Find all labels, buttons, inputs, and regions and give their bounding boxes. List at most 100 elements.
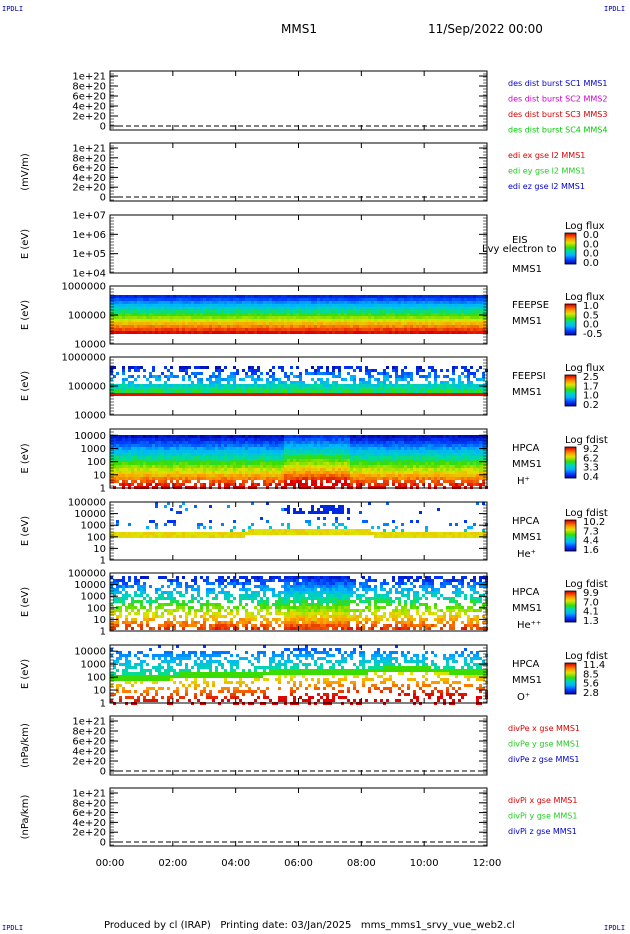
instrument-label-3-2: MMS1 [512,264,542,275]
colorbar-tick-5-2: 1.0 [583,391,599,402]
colorbar-tick-8-1: 7.0 [583,597,599,608]
instrument-label-4-0: FEEPSE [512,300,549,311]
y-tick-label-1-3: 6e+20 [72,92,106,103]
y-tick-label-3-0: 1e+04 [72,269,106,280]
colorbar-tick-7-2: 4.4 [583,536,599,547]
colorbar-frame-4 [564,303,577,336]
instrument-label-7-1: MMS1 [512,532,542,543]
y-tick-label-6-4: 10000 [74,431,106,442]
colorbar-tick-6-3: 0.4 [583,472,599,483]
corner-label-br: IPDLI [604,924,626,932]
colorbar-tick-8-2: 4.1 [583,607,599,618]
legend-entry-1-0: des dist burst SC1 MMS1 [508,79,607,88]
y-tick-label-10-2: 4e+20 [72,747,106,758]
instrument-label-9-2: O⁺ [517,692,530,703]
instrument-label-6-2: H⁺ [517,476,530,487]
colorbar-tick-3-1: 0.0 [583,239,599,250]
y-tick-label-11-0: 0 [100,838,106,849]
y-tick-label-2-2: 4e+20 [72,173,106,184]
instrument-label-7-0: HPCA [512,516,540,527]
y-tick-label-3-1: 1e+05 [72,249,106,260]
y-axis-label-11: (nPa/km) [20,795,31,840]
y-tick-label-8-5: 100000 [68,569,106,580]
y-tick-label-3-2: 1e+06 [72,230,106,241]
legend-entry-11-1: divPi y gse MMS1 [508,812,577,821]
y-axis-label-10: (nPa/km) [20,723,31,768]
colorbar-title-3: Log flux [565,221,605,232]
y-tick-label-1-1: 2e+20 [72,112,106,123]
colorbar-frame-3 [564,232,577,265]
y-tick-label-6-2: 100 [87,457,106,468]
y-tick-label-7-1: 10 [93,544,106,555]
panel-frame-2 [109,142,488,202]
colorbar-tick-3-3: 0.0 [583,258,599,269]
colorbar-tick-9-0: 11.4 [583,660,605,671]
colorbar-tick-3-0: 0.0 [583,230,599,241]
instrument-label-6-0: HPCA [512,443,540,454]
y-tick-label-7-4: 10000 [74,509,106,520]
colorbar-tick-7-3: 1.6 [583,545,599,556]
y-tick-label-5-0: 10000 [74,411,106,422]
y-tick-label-11-4: 8e+20 [72,798,106,809]
y-tick-label-2-4: 8e+20 [72,153,106,164]
y-axis-label-9: E (eV) [20,659,31,689]
y-tick-label-9-3: 1000 [81,660,106,671]
colorbar-5 [565,375,576,407]
panel-frame-3 [109,214,488,274]
y-tick-label-11-2: 4e+20 [72,818,106,829]
colorbar-title-9: Log fdist [565,651,608,662]
legend-entry-2-0: edi ex gse l2 MMS1 [508,151,585,160]
y-tick-label-4-1: 100000 [68,311,106,322]
colorbar-tick-5-3: 0.2 [583,400,599,411]
panel-frame-10 [109,715,488,776]
colorbar-title-8: Log fdist [565,579,608,590]
y-tick-label-7-0: 1 [100,556,106,567]
y-tick-label-6-3: 1000 [81,444,106,455]
legend-entry-11-0: divPi x gse MMS1 [508,796,577,805]
colorbar-tick-6-1: 6.2 [583,453,599,464]
instrument-label-8-1: MMS1 [512,603,542,614]
y-tick-label-10-4: 8e+20 [72,727,106,738]
y-tick-label-4-2: 1000000 [61,282,106,293]
y-tick-label-11-3: 6e+20 [72,808,106,819]
footer-text: Produced by cl (IRAP) Printing date: 03/… [104,920,515,931]
y-tick-label-9-1: 10 [93,686,106,697]
colorbar-frame-9 [564,662,577,695]
y-tick-label-8-3: 1000 [81,592,106,603]
instrument-label-3-1: Lvy electron to [482,244,557,255]
y-tick-label-1-5: 1e+21 [72,72,106,83]
corner-label-tl: IPDLI [2,5,24,13]
instrument-label-3-0: EIS [512,235,528,246]
colorbar-frame-8 [564,590,577,623]
legend-entry-2-1: edi ey gse l2 MMS1 [508,167,586,176]
y-tick-label-9-4: 10000 [74,647,106,658]
y-tick-label-8-1: 10 [93,615,106,626]
colorbar-title-6: Log fdist [565,435,608,446]
x-tick-label-3: 06:00 [284,858,313,869]
colorbar-tick-9-2: 5.6 [583,679,599,690]
y-tick-label-11-1: 2e+20 [72,828,106,839]
instrument-label-6-1: MMS1 [512,459,542,470]
panel-5: 10000 100000 1000000 E (eV) FEEPSI MMS1 Log fl… [20,353,605,422]
colorbar-tick-4-0: 1.0 [583,301,599,312]
y-tick-label-8-2: 100 [87,603,106,614]
y-axis-label-2: (mV/m) [20,153,31,191]
colorbar-tick-6-0: 9.2 [583,444,599,455]
legend-entry-1-1: des dist burst SC2 MMS2 [508,95,607,104]
colorbar-title-4: Log flux [565,292,605,303]
colorbar-tick-5-0: 2.5 [583,372,599,383]
instrument-label-7-2: He⁺ [517,549,536,560]
colorbar-tick-5-1: 1.7 [583,381,599,392]
panel-6: 1 10 100 1000 10000 E (eV) HPCA MMS1 H⁺ Log fdist… [20,428,608,495]
legend-entry-11-2: divPi z gse MMS1 [508,827,577,836]
y-tick-label-10-5: 1e+21 [72,717,106,728]
y-tick-label-7-5: 100000 [68,498,106,509]
colorbar-frame-6 [564,446,577,479]
colorbar-7 [565,520,576,552]
spectrogram-8 [110,576,488,630]
colorbar-tick-4-2: 0.0 [583,320,599,331]
